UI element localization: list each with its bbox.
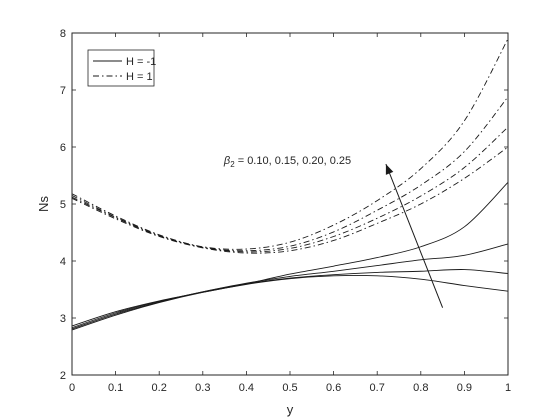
x-tick-label-7: 0.7 xyxy=(370,382,385,394)
annotation-subscript: 2 xyxy=(230,160,235,169)
x-tick-label-10: 1 xyxy=(505,382,511,394)
series-line-6 xyxy=(71,126,509,253)
x-tick-label-1: 0.1 xyxy=(108,382,123,394)
annotation-arrow-head xyxy=(385,164,394,175)
series-line-4 xyxy=(71,182,509,327)
x-axis-label: y xyxy=(287,402,294,417)
y-axis-label: Ns xyxy=(36,196,51,212)
x-tick-label-0: 0 xyxy=(69,382,75,394)
y-tick-label-0: 2 xyxy=(60,370,66,382)
legend-box xyxy=(87,49,155,87)
series-line-2 xyxy=(71,269,509,330)
x-tick-label-4: 0.4 xyxy=(239,382,254,394)
legend-label-1: H = -1 xyxy=(126,56,156,68)
annotation-arrow-shaft xyxy=(385,163,444,308)
annotation-values: = 0.10, 0.15, 0.20, 0.25 xyxy=(235,155,352,167)
legend-layer: H = -1 H = 1 xyxy=(87,49,156,87)
annotation-layer: β2 = 0.10, 0.15, 0.20, 0.25 xyxy=(223,155,444,308)
y-tick-label-1: 3 xyxy=(60,313,66,325)
series-line-5 xyxy=(71,146,509,254)
x-tick-label-5: 0.5 xyxy=(282,382,297,394)
annotation-symbol: β xyxy=(223,155,231,167)
axes-layer: 0 0.1 0.2 0.3 0.4 0.5 0.6 0.7 0.8 0.9 1 2 3 4 5 6 7 8 xyxy=(60,28,511,394)
series-layer xyxy=(71,38,509,331)
y-tick-label-2: 4 xyxy=(60,256,66,268)
y-tick-label-4: 6 xyxy=(60,142,66,154)
x-tick-label-8: 0.8 xyxy=(413,382,428,394)
plot-background xyxy=(72,33,508,375)
x-tick-label-9: 0.9 xyxy=(457,382,472,394)
y-tick-label-5: 7 xyxy=(60,85,66,97)
series-line-7 xyxy=(71,96,509,252)
legend-label-2: H = 1 xyxy=(126,71,153,83)
series-line-3 xyxy=(71,243,509,329)
x-tick-label-6: 0.6 xyxy=(326,382,341,394)
series-line-1 xyxy=(71,274,509,331)
annotation-label: β2 = 0.10, 0.15, 0.20, 0.25 xyxy=(223,155,351,169)
y-tick-label-6: 8 xyxy=(60,28,66,40)
x-tick-label-3: 0.3 xyxy=(195,382,210,394)
y-tick-label-3: 5 xyxy=(60,199,66,211)
series-line-8 xyxy=(71,38,509,250)
x-tick-label-2: 0.2 xyxy=(152,382,167,394)
